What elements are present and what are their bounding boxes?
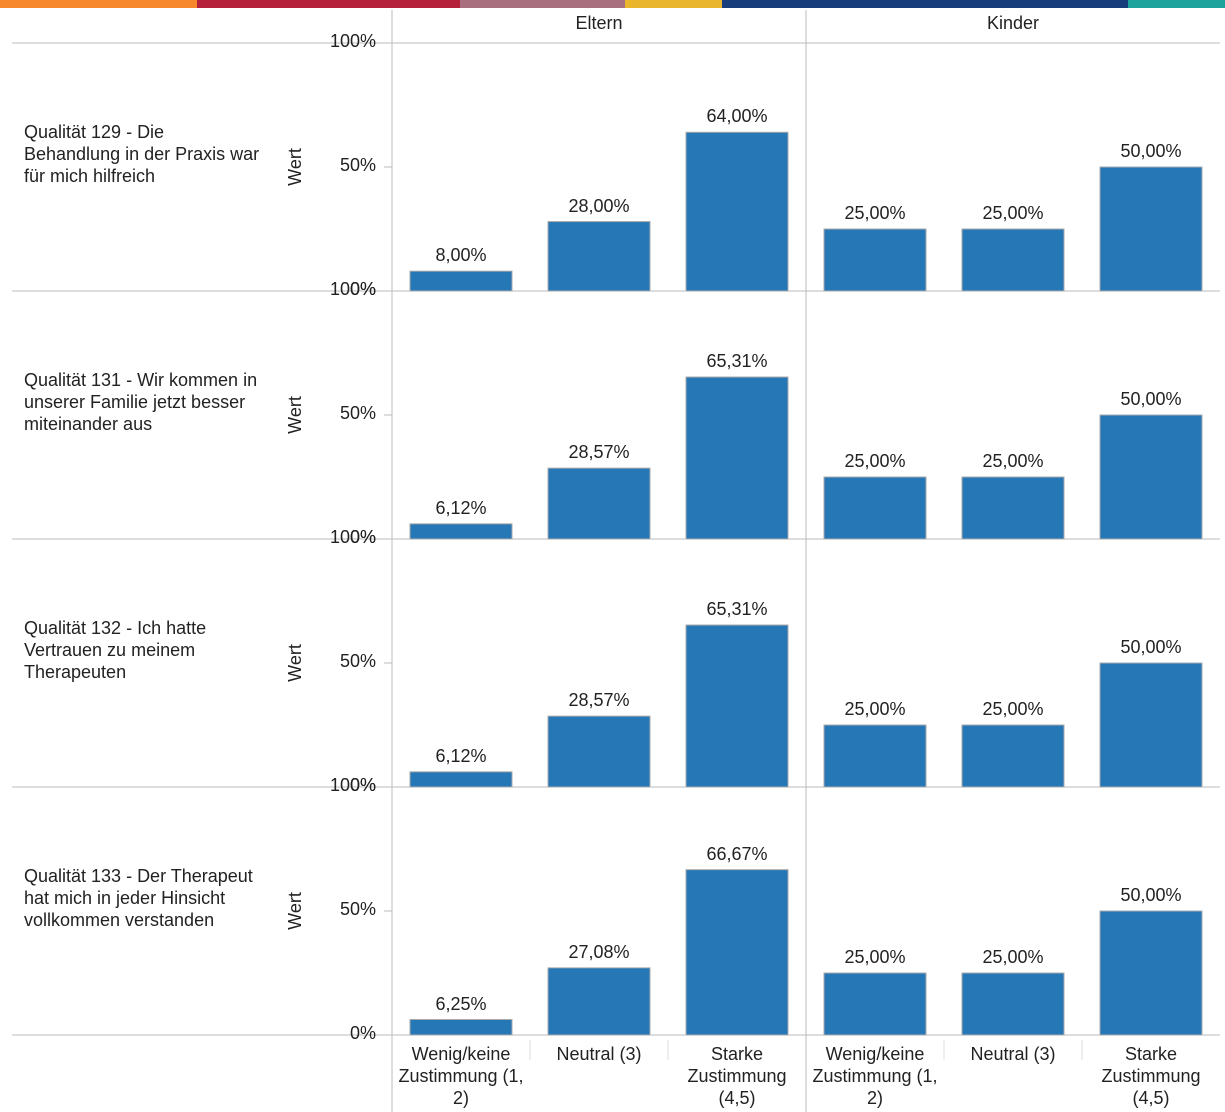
- value-label: 25,00%: [844, 699, 906, 719]
- column-header: Eltern: [575, 13, 623, 33]
- value-label: 25,00%: [982, 947, 1044, 967]
- value-label: 6,12%: [435, 497, 487, 518]
- bar: [547, 967, 651, 1036]
- y-tick-label: 100%: [329, 31, 376, 51]
- value-label: 28,00%: [568, 195, 630, 216]
- y-tick-label: 0%: [349, 279, 376, 299]
- value-label: 6,12%: [435, 745, 487, 766]
- bar: [823, 724, 927, 788]
- x-tick-label: Starke Zustimmung (4,5): [1101, 1044, 1201, 1108]
- y-tick-label: 50%: [339, 155, 376, 175]
- value-label: 25,00%: [844, 451, 906, 471]
- value-label: 25,00%: [982, 203, 1044, 223]
- bar: [961, 724, 1065, 788]
- stripe: [1128, 0, 1225, 8]
- value-label: 28,57%: [568, 690, 630, 711]
- bar: [961, 972, 1065, 1036]
- bar: [409, 1019, 513, 1036]
- x-tick-label: Wenig/keine Zustimmung (1, 2): [398, 1044, 524, 1108]
- row-label: Qualität 131 - Wir kommen in unserer Fam…: [24, 370, 258, 434]
- value-label: 50,00%: [1120, 885, 1182, 905]
- y-tick-label: 50%: [339, 651, 376, 671]
- value-label: 50,00%: [1120, 389, 1182, 409]
- value-label: 8,00%: [435, 245, 487, 266]
- value-label: 65,31%: [706, 351, 768, 372]
- stripe: [197, 0, 460, 8]
- bar: [685, 624, 789, 788]
- bar: [685, 131, 789, 292]
- bar: [547, 467, 651, 540]
- bar: [823, 228, 927, 292]
- x-tick-label: Starke Zustimmung (4,5): [687, 1044, 787, 1108]
- bar: [409, 523, 513, 540]
- bar: [409, 270, 513, 292]
- value-label: 27,08%: [568, 941, 630, 962]
- x-tick-label: Wenig/keine Zustimmung (1, 2): [812, 1044, 938, 1108]
- bar: [547, 715, 651, 788]
- stripe: [722, 0, 1128, 8]
- bar: [1099, 662, 1203, 788]
- row-label: Qualität 132 - Ich hatte Vertrauen zu me…: [24, 618, 207, 682]
- value-label: 66,67%: [706, 843, 768, 864]
- y-tick-label: 100%: [329, 527, 376, 547]
- stripe: [625, 0, 722, 8]
- bar: [547, 221, 651, 292]
- value-label: 50,00%: [1120, 141, 1182, 161]
- stripe: [0, 0, 197, 8]
- y-tick-label: 0%: [349, 775, 376, 795]
- value-label: 28,57%: [568, 442, 630, 463]
- value-label: 25,00%: [982, 699, 1044, 719]
- bar: [961, 476, 1065, 540]
- bar: [823, 972, 927, 1036]
- y-tick-label: 100%: [329, 775, 376, 795]
- bar: [1099, 166, 1203, 292]
- y-tick-label: 0%: [349, 1023, 376, 1043]
- value-label: 64,00%: [706, 106, 768, 127]
- value-label: 25,00%: [844, 947, 906, 967]
- bar: [409, 771, 513, 788]
- value-label: 50,00%: [1120, 637, 1182, 657]
- y-tick-label: 50%: [339, 899, 376, 919]
- stripe: [460, 0, 625, 8]
- row-label: Qualität 129 - Die Behandlung in der Pra…: [24, 122, 260, 186]
- value-label: 65,31%: [706, 599, 768, 620]
- column-header: Kinder: [986, 13, 1040, 33]
- bar: [685, 869, 789, 1036]
- bar: [823, 476, 927, 540]
- value-label: 25,00%: [982, 451, 1044, 471]
- bar: [961, 228, 1065, 292]
- x-tick-label: Neutral (3): [556, 1044, 642, 1064]
- bar: [685, 376, 789, 540]
- bar: [1099, 414, 1203, 540]
- y-tick-label: 100%: [329, 279, 376, 299]
- y-tick-label: 50%: [339, 403, 376, 423]
- row-label: Qualität 133 - Der Therapeut hat mich in…: [24, 866, 253, 930]
- value-label: 25,00%: [844, 203, 906, 223]
- y-tick-label: 0%: [349, 527, 376, 547]
- bar: [1099, 910, 1203, 1036]
- value-label: 6,25%: [435, 993, 487, 1014]
- x-tick-label: Neutral (3): [970, 1044, 1056, 1064]
